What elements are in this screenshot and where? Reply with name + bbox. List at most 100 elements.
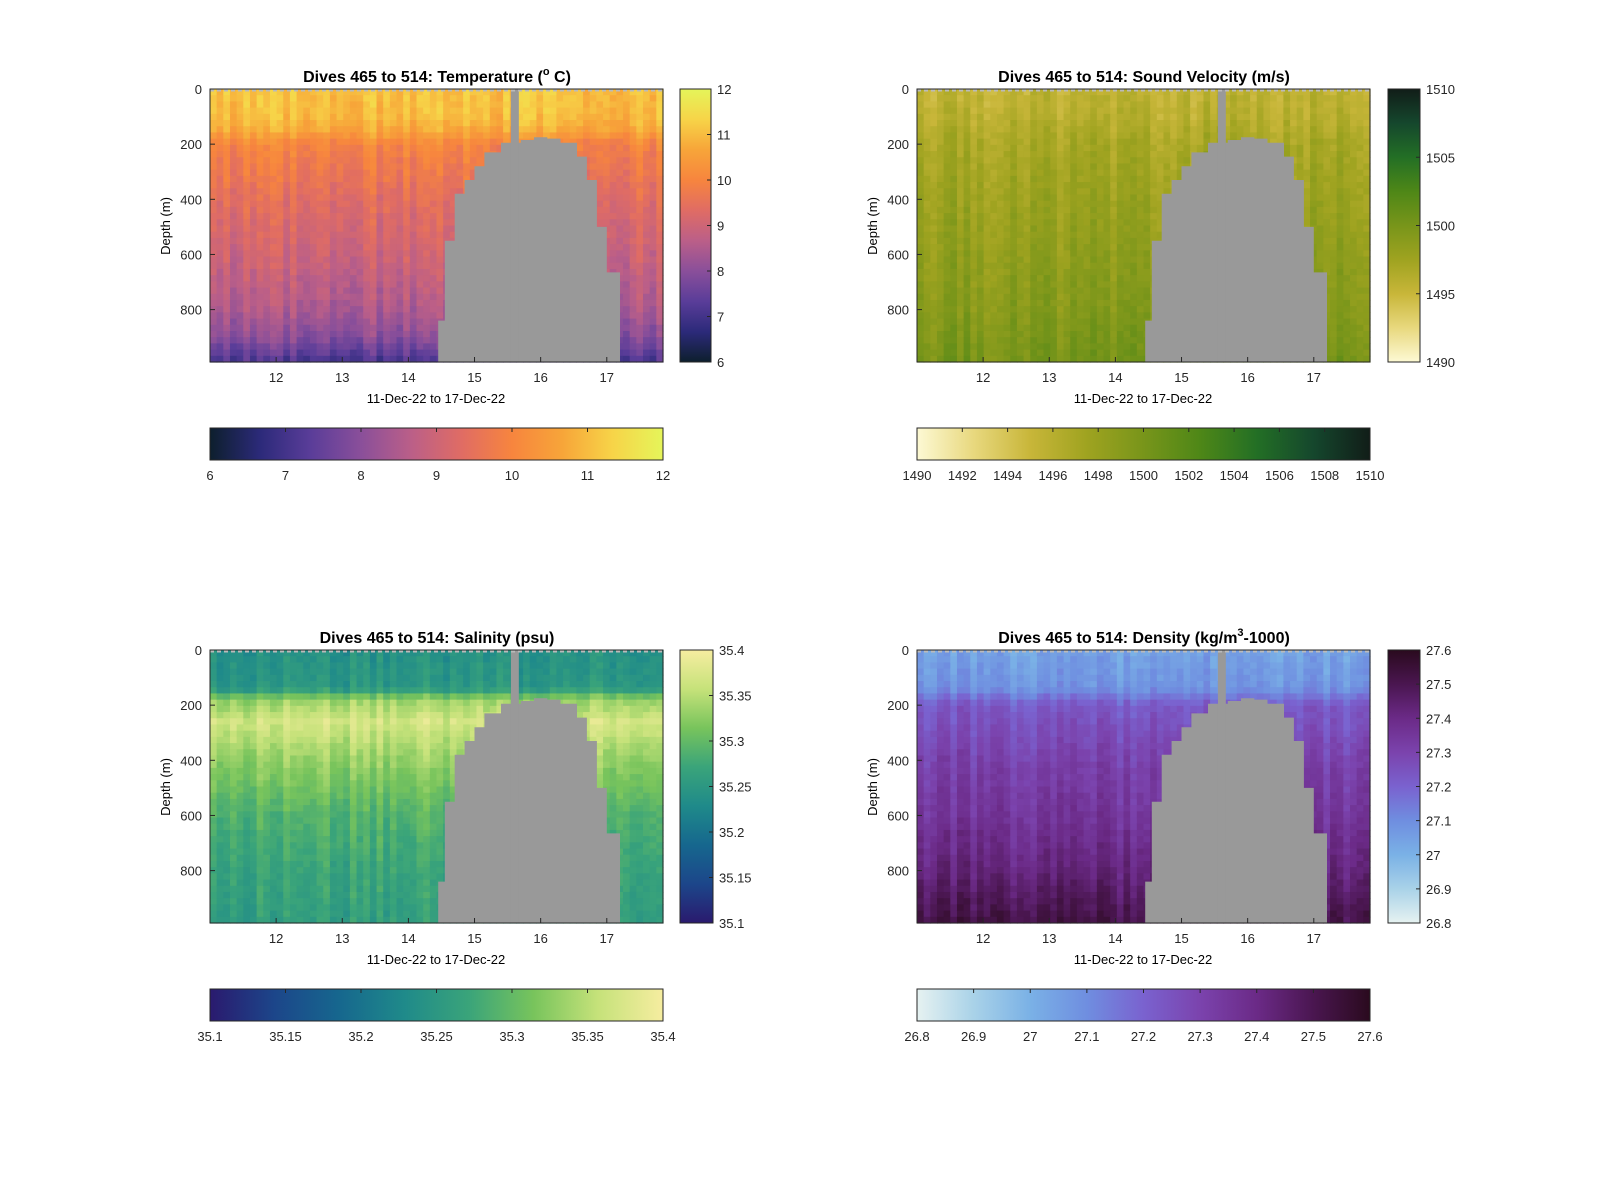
heatmap-cell [223,343,231,351]
heatmap-cell [1090,225,1098,233]
heatmap-cell [996,262,1005,270]
heatmap-cell [423,349,431,357]
heatmap-cell [976,293,985,301]
heatmap-cell [323,188,331,196]
heatmap-cell [416,324,424,332]
heatmap-cell [443,163,451,171]
heatmap-cell [943,163,951,171]
heatmap-cell [1103,287,1111,295]
heatmap-cell [396,244,404,251]
heatmap-cell [917,175,925,183]
heatmap-cell [917,231,925,239]
heatmap-cell [629,120,637,127]
heatmap-cell [1116,275,1125,282]
heatmap-cell [936,262,945,270]
heatmap-cell [383,262,391,270]
heatmap-cell [383,237,391,245]
heatmap-cell [243,194,251,202]
heatmap-cell [1050,250,1058,258]
heatmap-cell [496,107,504,115]
heatmap-cell [917,95,925,102]
heatmap-cell [923,343,931,351]
heatmap-cell [1050,200,1058,208]
heatmap-cell [383,312,391,320]
heatmap-cell [323,144,331,152]
heatmap-cell [1103,107,1111,115]
heatmap-cell [349,237,358,245]
heatmap-cell [229,169,238,177]
heatmap-cell [963,349,971,357]
heatmap-cell [1090,293,1098,301]
heatmap-cell [1076,219,1085,227]
heatmap-cell [283,324,291,332]
heatmap-cell [1090,306,1098,313]
heatmap-cell [383,275,391,282]
heatmap-cell [1050,256,1058,264]
heatmap-cell [1030,268,1038,276]
heatmap-cell [636,330,644,338]
heatmap-cell [356,262,364,270]
heatmap-cell [436,213,444,220]
heatmap-cell [1103,275,1111,282]
heatmap-cell [369,163,378,171]
heatmap-cell [656,262,664,270]
heatmap-cell [1050,268,1058,276]
heatmap-cell [376,144,384,152]
heatmap-cell [496,138,504,146]
heatmap-cell [1096,157,1105,165]
heatmap-cell [1056,157,1065,165]
heatmap-cell [296,256,304,264]
heatmap-cell [1116,337,1125,344]
heatmap-cell [456,169,464,177]
heatmap-cell [1016,120,1025,127]
heatmap-cell [423,89,431,96]
heatmap-cell [1076,225,1085,233]
heatmap-cell [1003,299,1011,307]
heatmap-cell [223,287,231,295]
heatmap-cell [983,231,991,239]
heatmap-cell [1050,324,1058,332]
heatmap-cell [963,132,971,140]
heatmap-cell [396,343,404,351]
heatmap-cell [1123,330,1131,338]
heatmap-cell [1030,349,1038,357]
heatmap-cell [329,132,338,140]
heatmap-cell [389,169,398,177]
heatmap-cell [616,89,624,96]
heatmap-cell [283,275,291,282]
heatmap-cell [403,225,411,233]
heatmap-cell [943,113,951,121]
heatmap-cell [996,175,1005,183]
heatmap-cell [336,330,344,338]
heatmap-cell [1156,101,1165,109]
heatmap-cell [243,293,251,301]
heatmap-cell [289,349,298,357]
heatmap-cell [363,107,371,115]
heatmap-cell [369,281,378,289]
heatmap-cell [489,138,498,146]
heatmap-cell [343,219,351,227]
heatmap-cell [1003,157,1011,165]
heatmap-cell [223,299,231,307]
heatmap-cell [376,200,384,208]
heatmap-cell [229,126,238,134]
heatmap-cell [1030,175,1038,183]
heatmap-cell [556,107,564,115]
heatmap-cell [1056,95,1065,102]
heatmap-cell [1070,324,1078,332]
heatmap-cell [396,169,404,177]
heatmap-cell [1063,256,1071,264]
heatmap-cell [1050,287,1058,295]
heatmap-cell [1050,213,1058,220]
heatmap-cell [609,113,617,121]
heatmap-cell [1096,169,1105,177]
heatmap-cell [963,138,971,146]
heatmap-cell [269,225,278,233]
heatmap-cell [996,144,1005,152]
heatmap-cell [549,132,558,140]
heatmap-cell [269,132,278,140]
heatmap-cell [1103,163,1111,171]
heatmap-cell [296,213,304,220]
heatmap-cell [936,163,945,171]
heatmap-cell [403,132,411,140]
